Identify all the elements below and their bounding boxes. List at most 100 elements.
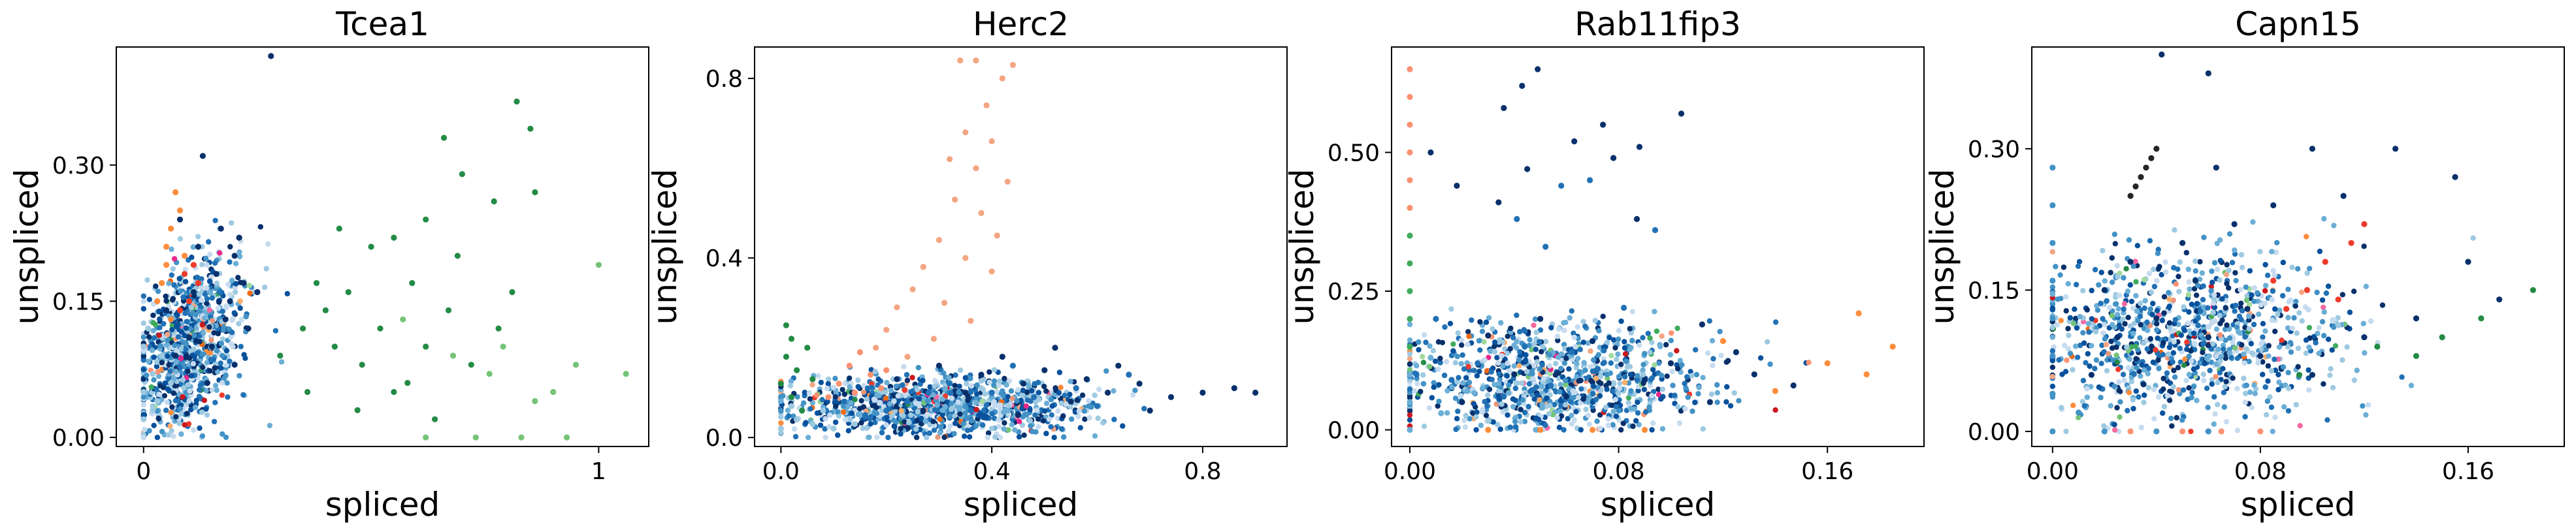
cloud-point	[2147, 336, 2153, 342]
cloud-point	[954, 403, 960, 410]
data-point-s2-6	[491, 198, 497, 205]
cloud-point	[212, 383, 219, 388]
cloud-point	[227, 292, 233, 298]
x-tick-label: 0.08	[1592, 458, 1644, 485]
y-tick-label: 0.30	[1968, 136, 2020, 163]
cloud-point	[201, 351, 206, 357]
cloud-point	[2236, 313, 2242, 319]
cloud-point	[1018, 398, 1024, 403]
cloud-point	[1416, 339, 1422, 345]
cloud-point	[2297, 423, 2303, 429]
cloud-point	[217, 250, 223, 256]
cloud-point	[2280, 364, 2286, 370]
cloud-point	[2211, 421, 2217, 427]
cloud-point	[209, 387, 216, 393]
cloud-point	[159, 428, 165, 435]
data-point-s4-4	[1407, 149, 1413, 156]
cloud-point	[827, 412, 833, 418]
cloud-point	[1736, 398, 1742, 404]
cloud-point	[875, 393, 882, 399]
cloud-point	[1454, 416, 1460, 422]
cloud-point	[1414, 372, 1420, 378]
data-point-s2-12	[1475, 360, 1481, 367]
cloud-point	[2226, 268, 2232, 274]
cloud-point	[2162, 269, 2169, 275]
cloud-point	[1490, 326, 1495, 332]
cloud-point	[214, 387, 220, 393]
cloud-point	[1076, 408, 1083, 414]
data-point-s5-3	[2049, 240, 2056, 246]
cloud-point	[2188, 428, 2194, 435]
cloud-point	[1027, 418, 1034, 424]
cloud-point	[2122, 321, 2128, 327]
cloud-point	[215, 369, 221, 375]
cloud-point	[1556, 354, 1561, 360]
cloud-point	[2144, 346, 2150, 352]
cloud-point	[1603, 404, 1609, 411]
cloud-point	[1043, 430, 1049, 437]
data-point-s5-2	[186, 298, 193, 305]
cloud-point	[2324, 417, 2330, 423]
cloud-point	[900, 413, 906, 418]
cloud-point	[991, 383, 997, 388]
cloud-point	[814, 410, 821, 416]
cloud-point	[2243, 346, 2249, 352]
cloud-point	[2213, 353, 2219, 359]
cloud-point	[2144, 328, 2151, 334]
cloud-point	[1588, 348, 1593, 354]
cloud-point	[1659, 386, 1666, 392]
cloud-point	[1612, 396, 1618, 403]
data-point-s2-3	[2143, 164, 2149, 171]
cloud-point	[157, 343, 163, 349]
cloud-point	[161, 393, 168, 399]
cloud-point	[1062, 392, 1068, 398]
cloud-point	[2197, 276, 2203, 283]
cloud-point	[2116, 292, 2123, 298]
data-point-s4-2	[2478, 315, 2485, 322]
cloud-point	[2258, 347, 2265, 352]
data-point-s1-1	[2159, 51, 2165, 58]
data-point-s6-1	[2179, 428, 2186, 435]
cloud-point	[160, 384, 167, 390]
cloud-point	[2408, 383, 2415, 388]
axes-frame	[116, 46, 649, 447]
cloud-point	[140, 357, 146, 363]
cloud-point	[2139, 362, 2145, 368]
cloud-point	[1435, 403, 1441, 409]
cloud-point	[2125, 407, 2130, 414]
cloud-point	[1479, 328, 1486, 334]
cloud-point	[2113, 301, 2119, 307]
cloud-point	[1629, 309, 1636, 315]
cloud-point	[2166, 398, 2173, 403]
data-point-s5-8	[799, 407, 806, 414]
cloud-point	[826, 424, 832, 430]
cloud-point	[1003, 382, 1009, 388]
cloud-point	[2130, 397, 2136, 403]
cloud-point	[1723, 359, 1729, 365]
cloud-point	[1444, 410, 1450, 416]
cloud-point	[2273, 249, 2279, 255]
cloud-point	[2288, 349, 2294, 355]
cloud-point	[1469, 317, 1475, 323]
cloud-point	[1067, 392, 1073, 398]
cloud-point	[794, 394, 800, 400]
cloud-point	[1497, 426, 1503, 432]
data-point-s3-6	[1720, 337, 1726, 345]
cloud-point	[2268, 368, 2274, 374]
cloud-point	[2098, 394, 2104, 401]
cloud-point	[2232, 270, 2238, 276]
cloud-point	[869, 384, 875, 390]
cloud-point	[1659, 333, 1665, 339]
cloud-point	[1001, 426, 1007, 432]
cloud-point	[1512, 385, 1518, 392]
point-cloud	[140, 53, 629, 441]
cloud-point	[1041, 418, 1047, 424]
cloud-point	[1421, 332, 1427, 338]
cloud-point	[2344, 344, 2350, 350]
cloud-point	[1689, 408, 1695, 415]
cloud-point	[1647, 335, 1653, 341]
data-point-s1-26	[1751, 371, 1757, 378]
cloud-point	[2315, 330, 2321, 337]
data-point-s2-16	[359, 362, 365, 368]
cloud-point	[1529, 371, 1535, 377]
